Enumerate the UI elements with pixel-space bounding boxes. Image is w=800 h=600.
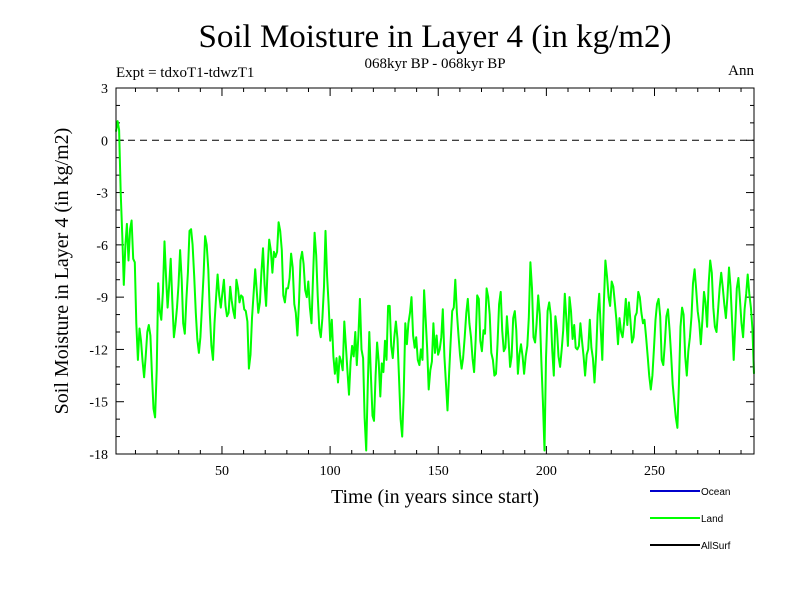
- y-tick-label: -15: [89, 396, 108, 411]
- y-tick-label: -6: [96, 239, 108, 254]
- experiment-label: Expt = tdxoT1-tdwzT1: [116, 65, 254, 81]
- y-tick-label: -3: [96, 187, 108, 202]
- plot-frame: [115, 87, 755, 455]
- y-tick-label: -18: [89, 448, 108, 463]
- legend-label-ocean: Ocean: [701, 487, 730, 498]
- x-axis-label: Time (in years since start): [331, 486, 539, 508]
- y-tick-label: 3: [101, 82, 108, 97]
- x-tick-label: 250: [644, 464, 665, 479]
- y-tick-label: -12: [89, 343, 108, 358]
- x-tick-label: 100: [320, 464, 341, 479]
- x-tick-label: 50: [215, 464, 229, 479]
- x-tick-label: 200: [536, 464, 557, 479]
- y-tick-label: 0: [101, 134, 108, 149]
- chart-subtitle: 068kyr BP - 068kyr BP: [364, 56, 505, 72]
- legend-label-land: Land: [701, 514, 723, 525]
- y-axis-label: Soil Moisture in Layer 4 (in kg/m2): [51, 128, 73, 415]
- season-label: Ann: [728, 63, 754, 79]
- x-tick-label: 150: [428, 464, 449, 479]
- chart-title: Soil Moisture in Layer 4 (in kg/m2): [199, 19, 672, 55]
- legend-label-allsurf: AllSurf: [701, 541, 731, 552]
- y-tick-label: -9: [96, 291, 108, 306]
- series-line-land: [115, 120, 755, 452]
